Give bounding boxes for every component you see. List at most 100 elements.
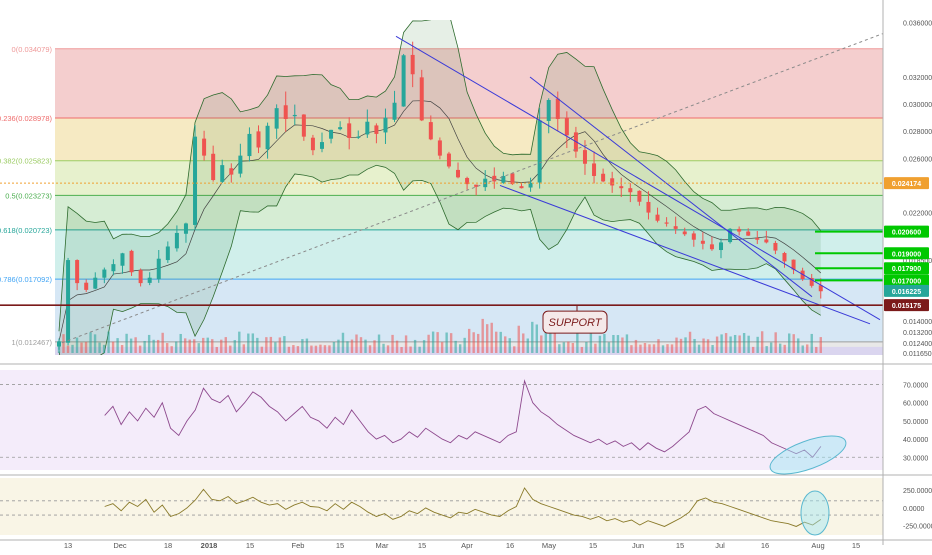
fib-label: 0.786(0.017092): [0, 275, 53, 284]
volume-bar: [386, 345, 390, 353]
y-tick-label: 0.032000: [903, 75, 932, 82]
price-label-box: [884, 247, 929, 260]
fib-label: 0.382(0.025823): [0, 157, 53, 166]
candle-body: [592, 163, 597, 176]
volume-bar: [413, 339, 417, 353]
x-tick-label: Feb: [292, 541, 305, 550]
volume-bar: [382, 343, 385, 353]
volume-bar: [702, 338, 705, 353]
volume-bar: [504, 336, 507, 353]
candle-body: [737, 228, 742, 232]
volume-bar: [400, 346, 403, 353]
price-label-box: [884, 262, 929, 275]
volume-bar: [89, 332, 92, 353]
candle-body: [673, 226, 678, 229]
volume-bar: [490, 322, 493, 353]
volume-bar: [427, 334, 430, 353]
x-tick-label: 16: [761, 541, 769, 550]
candle-body: [66, 260, 71, 343]
fib-band: [55, 229, 883, 280]
candle-body: [347, 123, 352, 138]
x-tick-label: Mar: [376, 541, 389, 550]
osc-tick-label: 30.0000: [903, 455, 928, 462]
x-tick-label: 2018: [201, 541, 218, 550]
candles: [57, 41, 823, 350]
volume-bar: [332, 342, 336, 353]
volume-bar: [589, 331, 593, 353]
candle-body: [746, 231, 751, 236]
candle-body: [773, 242, 778, 251]
volume-bar: [553, 332, 557, 353]
osc-tick-label: 0.0000: [903, 506, 925, 513]
volume-bar: [368, 345, 372, 353]
bband-upper: [58, 20, 822, 332]
volume-bar: [314, 345, 318, 353]
candle-body: [102, 269, 107, 278]
volume-bar: [359, 337, 363, 353]
volume-bar: [522, 333, 525, 353]
volume-bar: [598, 335, 602, 353]
volume-bar: [193, 339, 196, 353]
x-tick-label: 15: [418, 541, 426, 550]
candle-body: [183, 223, 188, 234]
volume-bar: [797, 338, 800, 353]
highlight-ellipse: [800, 490, 830, 536]
x-axis: 13 Dec 18 2018 15 Feb 15 Mar 15 Apr 16 May 15 Jun 15 Ju…: [64, 541, 860, 550]
candle-body: [338, 127, 343, 130]
candle-body: [256, 131, 261, 148]
candle-body: [220, 165, 225, 182]
fib-label: 0.236(0.028978): [0, 114, 53, 123]
volume-bar: [62, 334, 65, 353]
volume-bar: [467, 328, 471, 353]
candle-body: [310, 137, 315, 151]
candle-body: [782, 253, 787, 262]
candle-body: [75, 260, 80, 284]
volume-bar: [364, 339, 367, 353]
osc-band: [0, 370, 883, 470]
candle-body: [474, 184, 479, 187]
volume-bar: [179, 333, 182, 353]
candle-body: [709, 244, 714, 250]
volume-bar: [147, 334, 151, 353]
candle-body: [265, 125, 270, 150]
fib-label: 0(0.034079): [12, 45, 53, 54]
x-tick-label: 18: [164, 541, 172, 550]
volume-bar: [760, 331, 764, 353]
volume-bar: [355, 334, 358, 353]
y-tick-label: 0.011650: [903, 351, 932, 358]
volume-bar: [594, 343, 597, 353]
price-label-text: 0.024174: [892, 181, 921, 188]
candle-body: [57, 341, 61, 347]
candle-body: [791, 259, 796, 270]
candle-body: [356, 136, 361, 138]
fib-label: 0.618(0.020723): [0, 226, 53, 235]
candle-body: [637, 190, 642, 202]
channel-line: [529, 76, 813, 298]
volume-bar: [220, 339, 223, 353]
volume-bar: [174, 341, 178, 353]
volume-bar: [93, 334, 97, 353]
candle-body: [419, 77, 424, 121]
volume-bar: [328, 345, 331, 353]
volume-bar: [693, 338, 696, 353]
x-tick-label: Jun: [632, 541, 644, 550]
candle-body: [156, 258, 161, 280]
trendlines: [61, 33, 884, 344]
volume-bar: [292, 345, 295, 353]
y-tick-label: 0.030000: [903, 102, 932, 109]
volume-bar: [562, 342, 566, 353]
volume-bar: [729, 336, 732, 353]
y-tick-label: 0.028000: [903, 129, 932, 136]
volume-bar: [756, 336, 759, 353]
price-label-text: 0.016225: [892, 289, 921, 296]
volume-bar: [612, 334, 615, 353]
volume-bar: [305, 338, 309, 353]
volume-bar: [621, 337, 624, 353]
volume-bar: [98, 342, 101, 353]
volume-bar: [549, 322, 552, 353]
volume-bar: [165, 343, 169, 353]
volume-bars: [57, 318, 822, 353]
volume-bar: [278, 337, 282, 353]
volume-bar: [445, 332, 448, 353]
